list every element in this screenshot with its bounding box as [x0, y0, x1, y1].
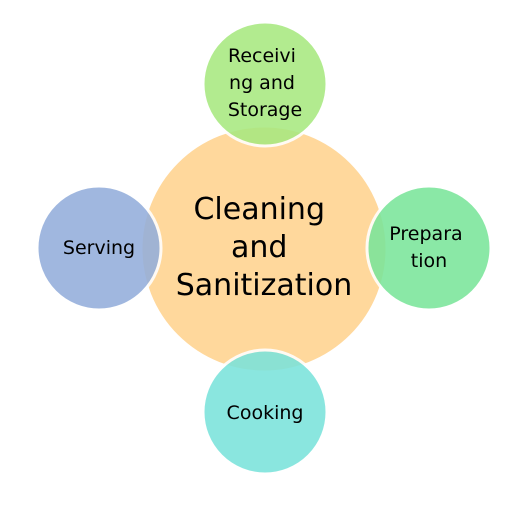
receiving-storage-label: Receivi ng and Storage — [228, 45, 302, 121]
cooking-circle — [201, 348, 329, 476]
preparation-label: Prepara tion — [389, 223, 468, 272]
cooking-line-1: Cooking — [227, 402, 304, 424]
cooking-label: Cooking — [227, 402, 304, 424]
center-label-line-2: and — [231, 230, 287, 265]
center-label-line-1: Cleaning — [193, 192, 325, 227]
preparation-circle — [365, 184, 493, 312]
receiving-storage-circle — [201, 20, 329, 148]
receiving-storage-line-1: Receivi — [228, 45, 296, 67]
serving-label: Serving — [63, 237, 135, 259]
preparation-line-1: Prepara — [389, 223, 462, 245]
receiving-storage-line-2: ng and — [229, 72, 295, 94]
center-label-line-3: Sanitization — [176, 268, 352, 303]
serving-line-1: Serving — [63, 237, 135, 259]
receiving-storage-line-3: Storage — [228, 99, 302, 121]
preparation-line-2: tion — [411, 250, 447, 272]
center-label: Cleaning and Sanitization — [176, 192, 352, 303]
serving-circle — [35, 184, 163, 312]
